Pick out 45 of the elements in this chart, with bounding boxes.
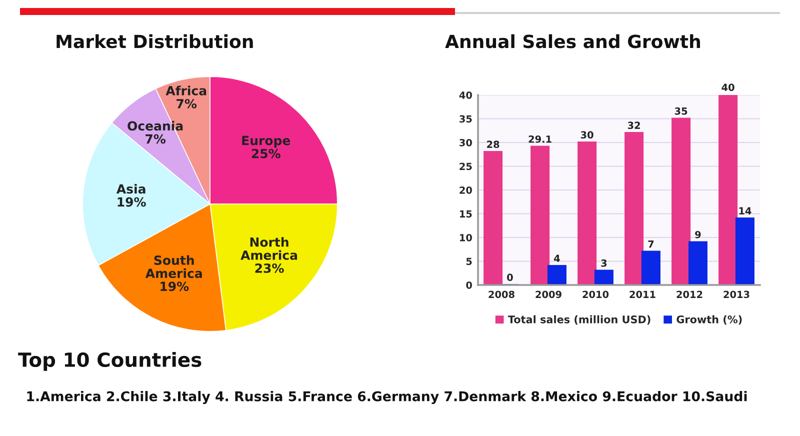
data-label: 30 [580,131,594,139]
data-label: 3 [601,259,607,267]
y-tick-label: 5 [466,258,472,266]
y-tick-label: 10 [460,234,472,242]
slice-label: Oceania [128,120,183,131]
x-tick-label: 2008 [488,290,514,298]
slice-label: Asia [116,184,146,194]
slice-label: South America [145,255,202,278]
y-tick-label: 40 [459,91,472,99]
y-tick-label: 25 [460,162,472,170]
x-tick-label: 2009 [536,290,562,298]
data-label: 19% [118,197,146,207]
text: Top 10 Countries [18,352,202,371]
slice-label: Africa [166,86,206,96]
data-label: 14 [739,207,752,214]
data-label: 0 [507,274,513,282]
text: 1.America 2.Chile 3.Italy 4. Russia 5.France 6.Germany 7.Denmark 8.Mexico 9.Ecuador 10.Saudi [27,391,747,404]
y-tick-label: 30 [460,138,472,146]
chart-title: Market Distribution [56,34,253,48]
x-tick-label: 2012 [676,290,702,298]
legend-label: Growth (%) [676,315,742,325]
x-tick-label: 2013 [724,290,750,298]
data-label: 9 [695,230,701,238]
data-label: 23% [255,263,284,273]
data-label: 40 [722,84,734,92]
data-label: 7% [146,134,166,144]
data-label: 7 [648,240,654,248]
x-tick-label: 2010 [582,290,609,298]
data-label: 35 [674,107,688,115]
slice-label: North America [240,237,298,260]
data-label: 7% [176,98,197,108]
chart-title: Annual Sales and Growth [445,34,700,48]
y-tick-label: 35 [460,115,472,123]
data-label: 25% [252,148,280,158]
data-label: 4 [554,254,560,262]
x-tick-label: 2011 [630,290,656,298]
y-tick-label: 20 [460,186,472,194]
y-tick-label: 15 [460,210,472,218]
y-tick-label: 0 [466,281,472,289]
data-label: 32 [628,122,640,130]
data-label: 19% [160,282,189,292]
data-label: 29.1 [528,135,552,143]
slice-label: Europe [242,136,290,148]
legend-label: Total sales (million USD) [508,315,650,325]
data-label: 28 [487,140,500,148]
